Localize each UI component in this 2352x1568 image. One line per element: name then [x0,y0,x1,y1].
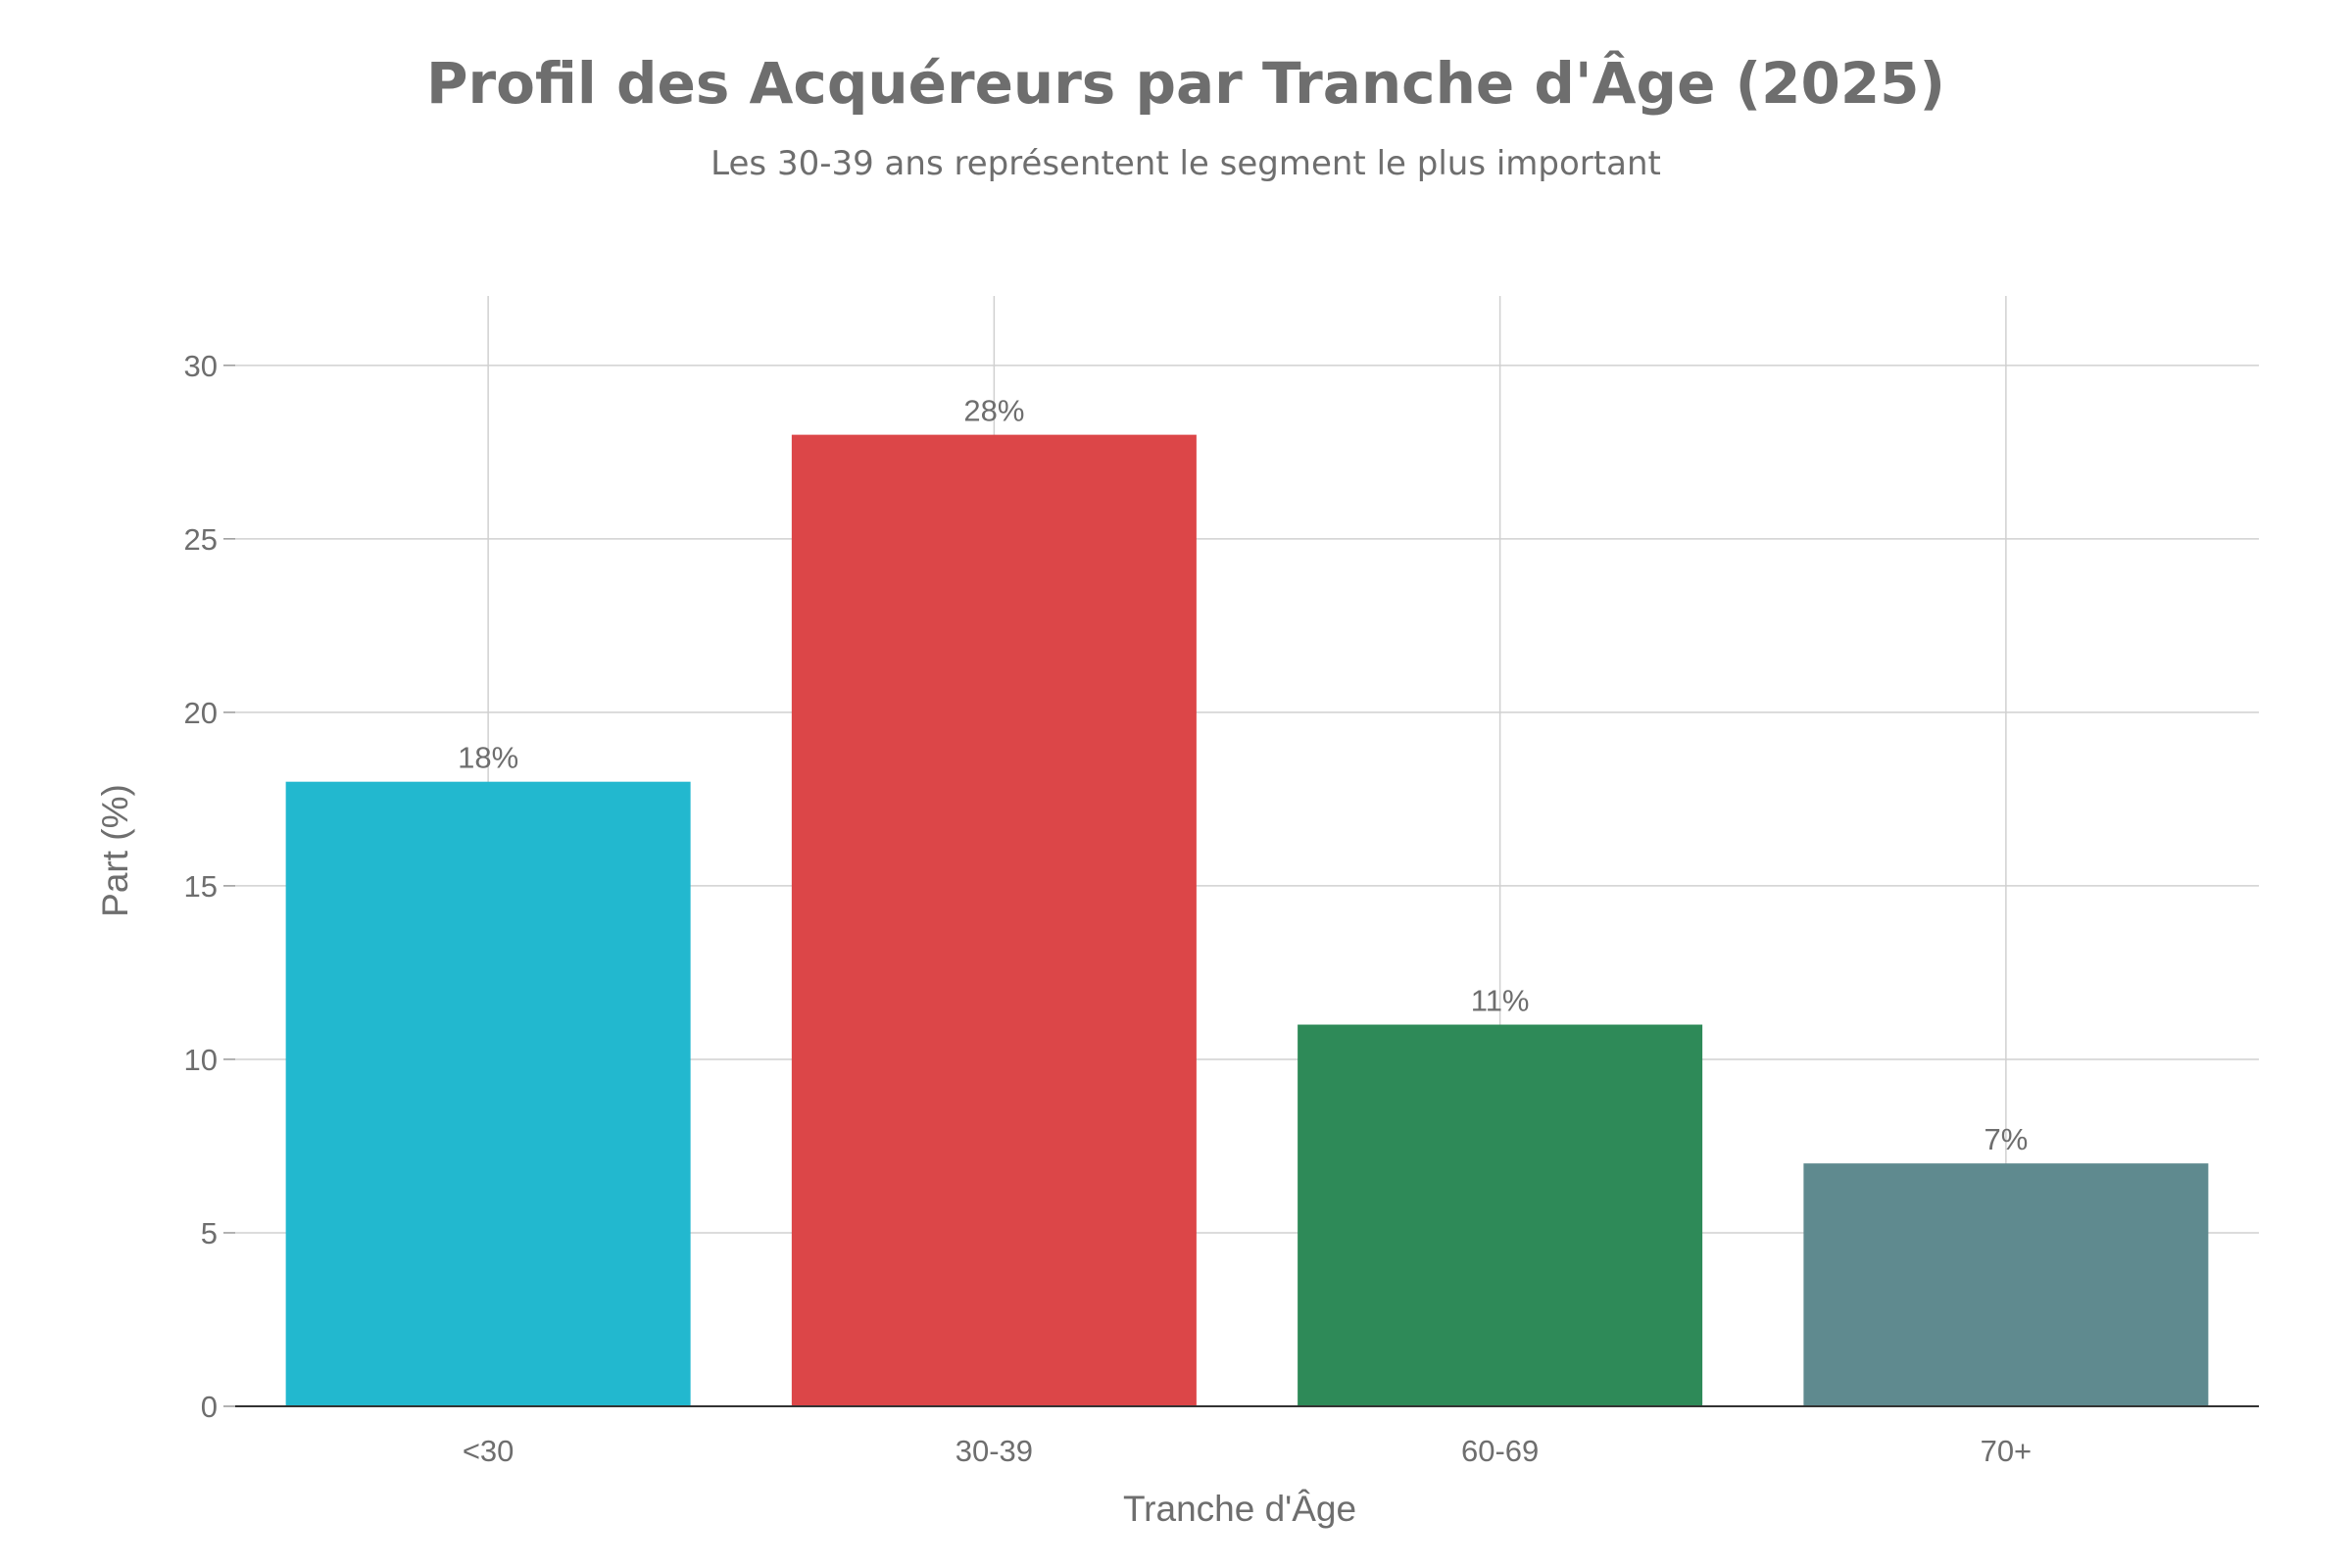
y-axis-title: Part (%) [95,784,135,917]
x-axis-ticks: <30 30-39 60-69 70+ [463,1434,2032,1468]
y-tick-label: 20 [184,696,218,730]
bar [1803,1163,2209,1406]
bar-value-label: 28% [963,394,1024,428]
bar [285,781,691,1406]
y-tick-label: 25 [184,522,218,557]
x-axis-title: Tranche d'Âge [1123,1489,1356,1529]
y-tick-label: 10 [184,1043,218,1077]
y-tick-label: 0 [201,1390,218,1424]
x-tick-label: 70+ [1981,1434,2033,1468]
chart-title: Profil des Acquéreurs par Tranche d'Âge … [426,49,1945,117]
value-labels: 18% 28% 11% 7% [458,394,2028,1157]
x-tick-label: 60-69 [1461,1434,1539,1468]
y-tick-label: 15 [184,869,218,904]
x-tick-label: <30 [463,1434,514,1468]
chart-subtitle: Les 30-39 ans représentent le segment le… [710,144,1661,183]
bar-value-label: 18% [458,741,518,775]
y-tick-label: 5 [201,1216,218,1250]
bar [791,434,1197,1406]
bar [1298,1024,1703,1406]
y-tick-label: 30 [184,349,218,383]
bar-value-label: 11% [1471,984,1530,1018]
x-tick-label: 30-39 [956,1434,1033,1468]
y-axis-ticks: 0 5 10 15 20 25 30 [184,349,235,1424]
bars [285,434,2209,1406]
bar-value-label: 7% [1984,1122,2028,1156]
